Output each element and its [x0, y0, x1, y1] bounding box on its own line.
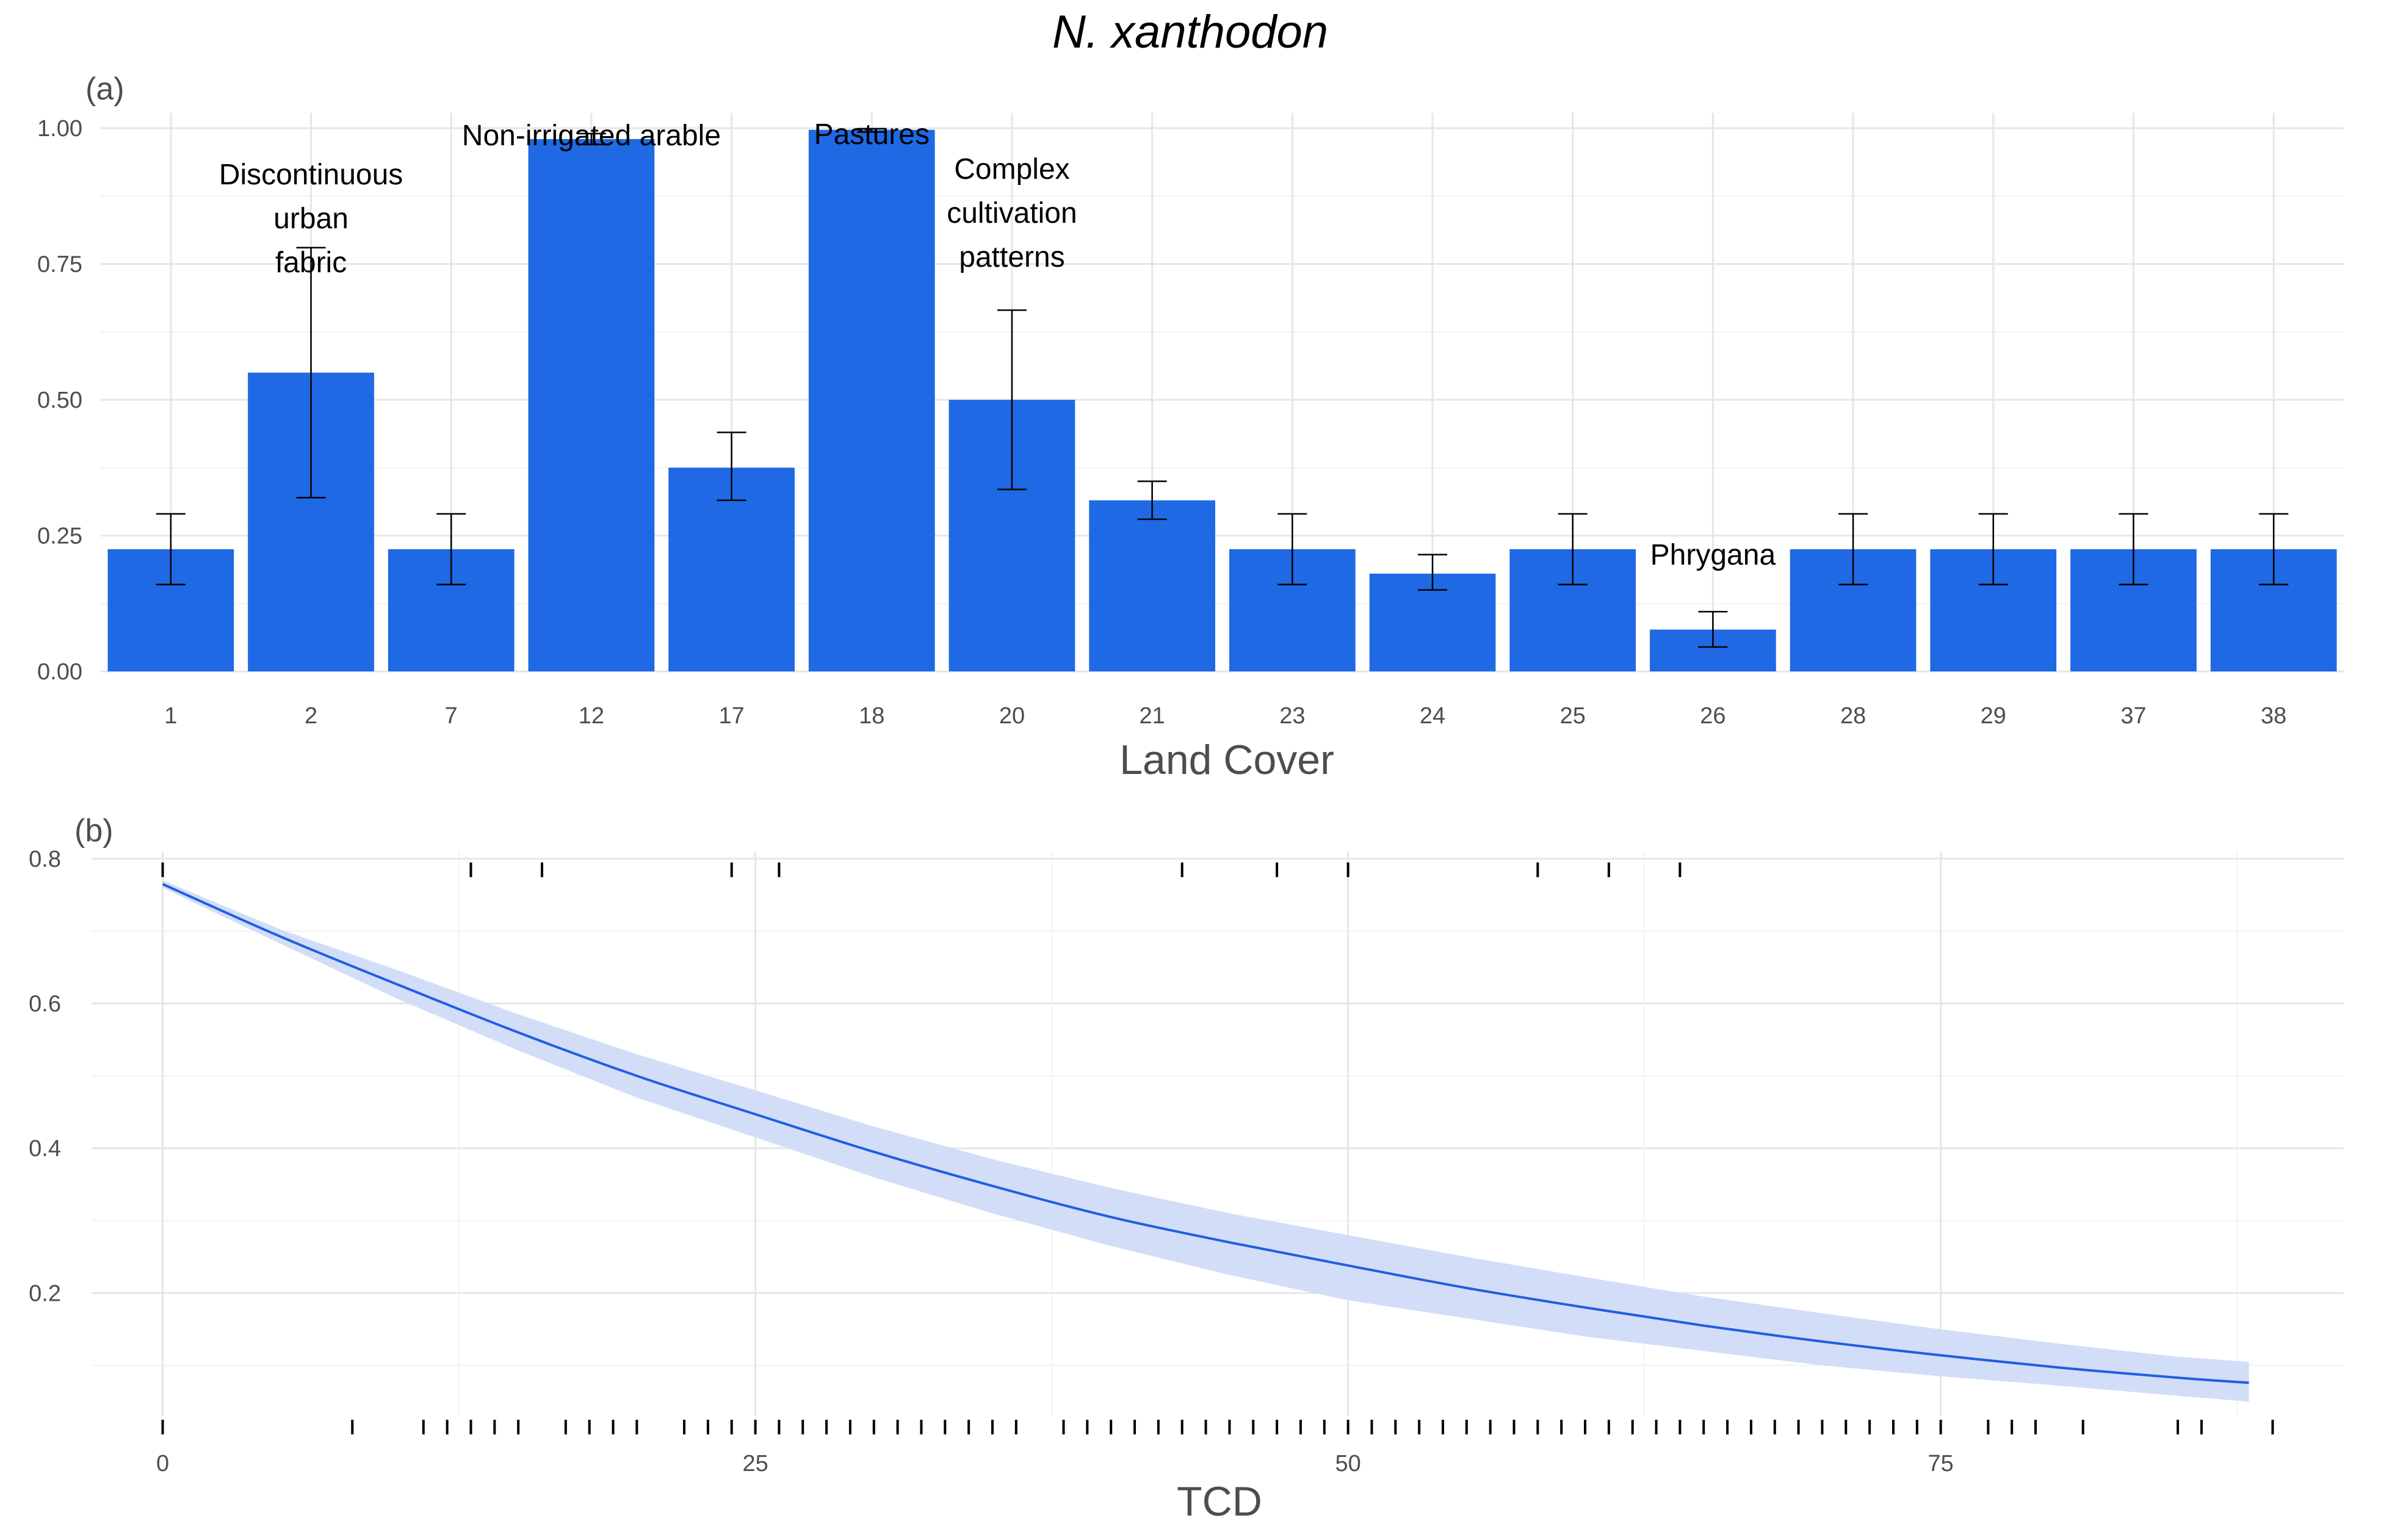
error-bar-2	[296, 247, 326, 499]
error-bar-38	[2259, 513, 2289, 585]
bar-12	[528, 139, 655, 672]
x-tick-label: 20	[999, 703, 1025, 729]
annotation-2: Discontinuous urban fabric	[219, 159, 403, 279]
panel-a-annotations: Discontinuous urban fabric Non-irrigated ar…	[219, 118, 1776, 571]
panel-a-x-ticks: 1 2 7 12 17 18 20 21 23 24 25 26 28 29 37 38	[164, 703, 2286, 729]
panel-b-fit-line	[162, 883, 2249, 1384]
error-bar-28	[1838, 513, 1868, 585]
x-tick-label: 2	[305, 703, 317, 729]
panel-b-gridlines	[92, 851, 2344, 1416]
error-bar-26	[1698, 610, 1728, 648]
y-tick-label: 0.2	[29, 1281, 61, 1306]
x-tick-label: 50	[1335, 1451, 1360, 1477]
x-tick-label: 26	[1700, 703, 1725, 729]
x-tick-label: 25	[1560, 703, 1586, 729]
x-tick-label: 7	[445, 703, 458, 729]
annotation-line: fabric	[275, 247, 347, 279]
annotation-26: Phrygana	[1650, 539, 1776, 571]
panel-a-x-axis-title: Land Cover	[1119, 737, 1334, 783]
annotation-18: Pastures	[814, 118, 930, 151]
figure-title: N. xanthodon	[1052, 6, 1328, 58]
y-tick-label: 0.8	[29, 847, 61, 872]
x-tick-label: 0	[156, 1451, 169, 1477]
y-tick-label: 0.75	[37, 252, 82, 278]
y-tick-label: 0.00	[37, 659, 82, 685]
error-bar-37	[2119, 513, 2148, 585]
error-bar-23	[1277, 513, 1307, 585]
panel-b-x-ticks: 0 25 50 75	[156, 1451, 1954, 1477]
error-bar-1	[156, 513, 186, 585]
x-tick-label: 38	[2261, 703, 2286, 729]
bar-21	[1089, 500, 1216, 671]
x-tick-label: 18	[859, 703, 884, 729]
error-bar-18	[857, 128, 887, 133]
panel-b: (b) 0.2 0.4 0.6 0.8 0 25 50 75 TCD	[29, 813, 2344, 1525]
annotation-line: Phrygana	[1650, 539, 1776, 571]
panel-a-bars	[107, 129, 2337, 672]
error-bar-7	[436, 513, 466, 585]
x-tick-label: 75	[1928, 1451, 1954, 1477]
annotation-20: Complex cultivation patterns	[947, 153, 1077, 273]
panel-a-tag: (a)	[85, 71, 125, 107]
bar-18	[808, 129, 935, 672]
x-tick-label: 24	[1420, 703, 1445, 729]
x-tick-label: 29	[1981, 703, 2006, 729]
x-tick-label: 28	[1840, 703, 1866, 729]
error-bar-20	[997, 309, 1027, 491]
bar-17	[668, 468, 795, 671]
annotation-line: Complex	[954, 153, 1069, 186]
x-tick-label: 23	[1279, 703, 1305, 729]
error-bar-24	[1418, 554, 1448, 591]
x-tick-label: 25	[742, 1451, 768, 1477]
y-tick-label: 0.4	[29, 1136, 61, 1162]
y-tick-label: 0.6	[29, 991, 61, 1017]
annotation-line: Pastures	[814, 118, 930, 151]
error-bar-25	[1558, 513, 1588, 585]
panel-b-x-axis-title: TCD	[1177, 1478, 1262, 1525]
annotation-line: patterns	[959, 241, 1064, 273]
y-tick-label: 0.25	[37, 524, 82, 549]
annotation-line: urban	[273, 203, 349, 235]
panel-b-tag: (b)	[74, 813, 114, 848]
error-bar-12	[576, 132, 606, 145]
error-bar-17	[717, 432, 746, 501]
panel-b-rug-bottom	[161, 1420, 2274, 1434]
annotation-line: Discontinuous	[219, 159, 403, 191]
x-tick-label: 12	[579, 703, 604, 729]
panel-b-rug-top	[161, 862, 1682, 877]
panel-b-y-ticks: 0.2 0.4 0.6 0.8	[29, 847, 61, 1307]
annotation-line: cultivation	[947, 197, 1077, 230]
x-tick-label: 1	[164, 703, 177, 729]
x-tick-label: 37	[2120, 703, 2146, 729]
panel-a-error-bars	[156, 128, 2289, 648]
panel-b-confidence-band	[162, 880, 2249, 1402]
error-bar-29	[1978, 513, 2008, 585]
y-tick-label: 1.00	[37, 116, 82, 142]
error-bar-21	[1137, 480, 1167, 521]
panel-a: (a) Discontinuous urban fabric Non-irrigate…	[37, 71, 2344, 783]
annotation-line: Non-irrigated arable	[462, 120, 721, 152]
annotation-12: Non-irrigated arable	[462, 120, 721, 152]
y-tick-label: 0.50	[37, 388, 82, 413]
x-tick-label: 17	[718, 703, 744, 729]
x-tick-label: 21	[1140, 703, 1165, 729]
panel-a-y-ticks: 0.00 0.25 0.50 0.75 1.00	[37, 116, 82, 685]
